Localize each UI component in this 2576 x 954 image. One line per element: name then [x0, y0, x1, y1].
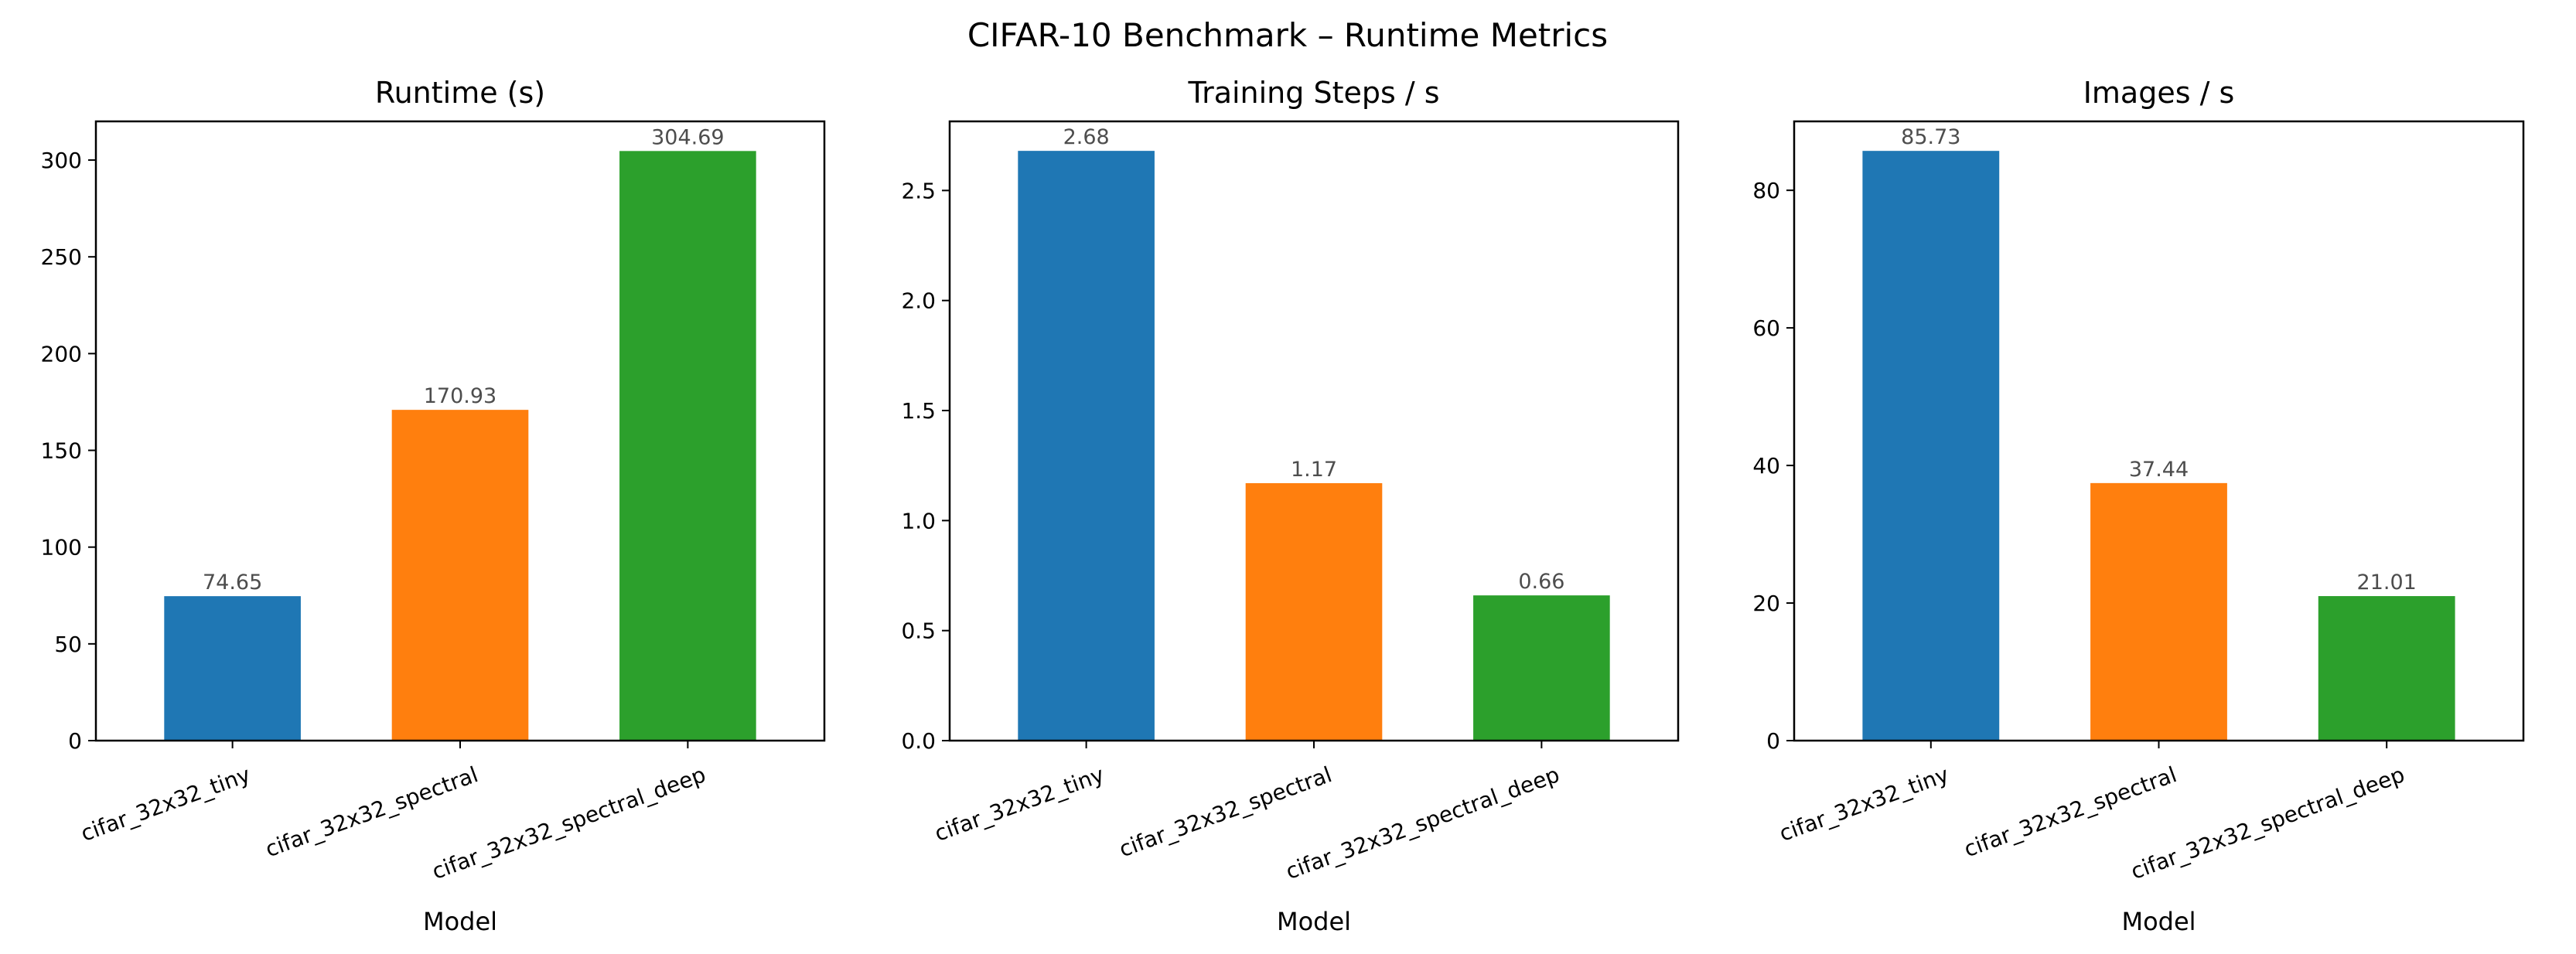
chart-panel-2: Training Steps / s 2.68 1.17 0.66 0.0 0.5 1.0 1… [901, 76, 1680, 936]
bar-cifar_32x32_spectral [1245, 482, 1383, 741]
y-tick-label: 100 [41, 535, 82, 560]
chart-panel-3: Images / s 85.73 37.44 21.01 0 20 40 60 80 cifar_… [1752, 76, 2525, 936]
y-tick-label: 40 [1752, 453, 1780, 479]
data-label: 1.17 [1291, 458, 1337, 482]
bar-cifar_32x32_spectral [391, 410, 529, 741]
figure-title: CIFAR-10 Benchmark – Runtime Metrics [967, 16, 1608, 54]
chart-panel-1: Runtime (s) 74.65 170.93 304.69 0 50 100 150 200… [41, 76, 826, 936]
x-tick-label: cifar_32x32_tiny [1776, 761, 1952, 847]
y-tick-label: 50 [54, 632, 82, 657]
data-label: 37.44 [2129, 458, 2189, 482]
data-label: 304.69 [651, 125, 724, 149]
bar-cifar_32x32_tiny [1018, 151, 1155, 741]
data-label: 170.93 [424, 384, 496, 408]
y-tick-label: 2.5 [901, 178, 936, 203]
data-label: 2.68 [1063, 125, 1110, 149]
bar-cifar_32x32_spectral [2090, 482, 2227, 741]
y-tick-label: 0 [1766, 728, 1780, 754]
bar-cifar_32x32_tiny [164, 596, 301, 741]
y-tick-label: 200 [41, 341, 82, 366]
y-tick-label: 1.5 [901, 398, 936, 424]
bar-cifar_32x32_spectral_deep [1473, 595, 1610, 741]
y-tick-label: 20 [1752, 591, 1780, 616]
data-label: 85.73 [1901, 125, 1960, 149]
y-tick-label: 150 [41, 438, 82, 464]
x-tick-label: cifar_32x32_spectral [1960, 761, 2180, 862]
x-tick-label: cifar_32x32_spectral [1116, 761, 1336, 862]
data-label: 74.65 [203, 571, 262, 595]
x-axis-label: Model [423, 907, 497, 936]
chart-title: Images / s [2083, 76, 2235, 110]
bar-cifar_32x32_spectral_deep [2318, 596, 2455, 741]
chart-title: Runtime (s) [375, 76, 545, 110]
y-tick-label: 300 [41, 148, 82, 173]
bar-cifar_32x32_tiny [1862, 151, 2000, 741]
y-tick-label: 2.0 [901, 288, 936, 314]
data-label: 21.01 [2357, 571, 2417, 595]
bar-cifar_32x32_spectral_deep [619, 151, 756, 741]
x-tick-label: cifar_32x32_spectral [262, 761, 482, 862]
chart-title: Training Steps / s [1187, 76, 1439, 110]
y-tick-label: 80 [1752, 178, 1780, 203]
x-axis-label: Model [2121, 907, 2196, 936]
y-tick-label: 250 [41, 244, 82, 270]
y-tick-label: 0 [68, 728, 82, 754]
x-axis-label: Model [1277, 907, 1351, 936]
y-tick-label: 0.5 [901, 618, 936, 644]
data-label: 0.66 [1518, 570, 1564, 594]
x-tick-label: cifar_32x32_tiny [77, 761, 254, 847]
y-tick-label: 0.0 [901, 728, 936, 754]
y-tick-label: 1.0 [901, 508, 936, 533]
x-tick-label: cifar_32x32_tiny [931, 761, 1107, 847]
y-tick-label: 60 [1752, 315, 1780, 341]
